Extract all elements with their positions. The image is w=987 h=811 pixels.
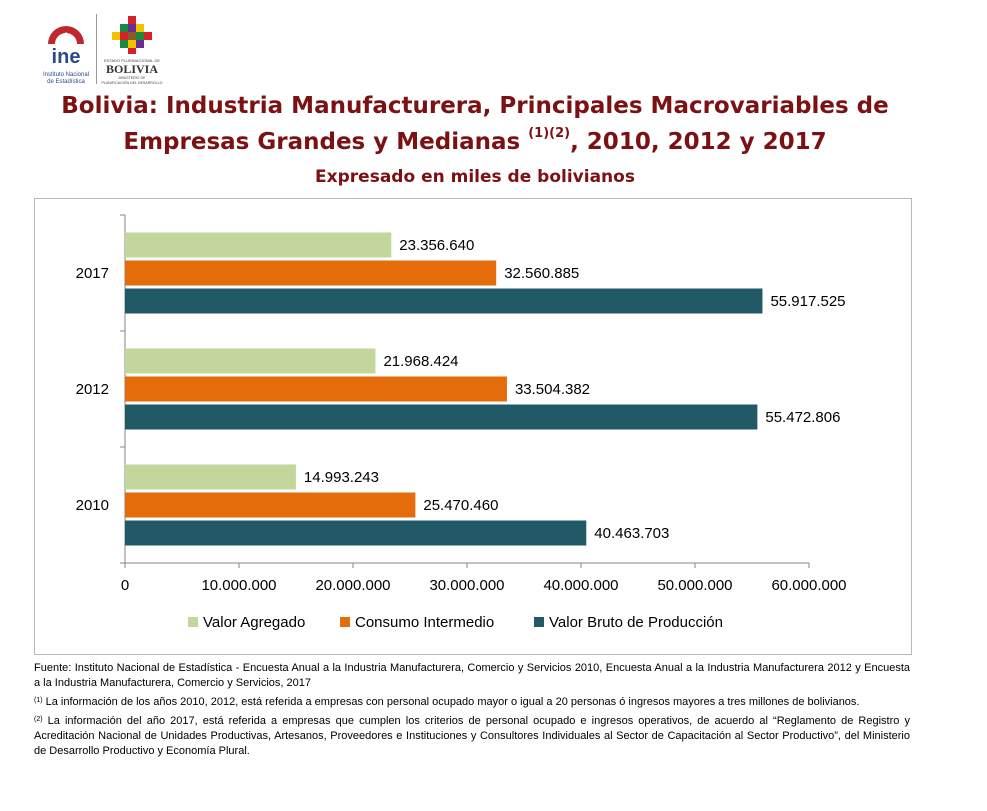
data-label-valor-agregado-2017: 23.356.640: [399, 237, 474, 254]
ine-logo-text: ine: [52, 46, 81, 68]
ine-logo-sub2: de Estadística: [47, 79, 85, 85]
bar-valor-agregado-2017: [125, 232, 392, 258]
legend-swatch-consumo-intermedio: [340, 617, 350, 627]
x-tick-label: 40.000.000: [543, 577, 618, 594]
data-label-consumo-intermedio-2010: 25.470.460: [423, 497, 498, 514]
bolivia-min1-text: MINISTERIO DE: [119, 76, 147, 80]
data-label-consumo-intermedio-2012: 33.504.382: [515, 381, 590, 398]
data-label-consumo-intermedio-2017: 32.560.885: [504, 265, 579, 282]
x-tick-label: 10.000.000: [201, 577, 276, 594]
legend-label-valor-agregado: Valor Agregado: [203, 614, 305, 631]
chart-subtitle: Expresado en miles de bolivianos: [315, 167, 635, 187]
ine-logo-sub1: Instituto Nacional: [43, 72, 89, 78]
bar-chart: 0 10.000.000 20.000.000 30.000.000 40.000.00…: [76, 214, 847, 631]
bolivia-small-text: ESTADO PLURINACIONAL DE: [104, 58, 160, 63]
bolivia-emblem: [112, 16, 152, 54]
x-tick-label: 50.000.000: [657, 577, 732, 594]
ine-logo-triangle: [56, 32, 76, 44]
bar-valor-agregado-2012: [125, 348, 376, 374]
ine-logo-arc: [48, 26, 84, 44]
footnote-1-marker: (1): [34, 697, 43, 704]
x-tick-label: 30.000.000: [429, 577, 504, 594]
data-label-valor-agregado-2010: 14.993.243: [304, 469, 379, 486]
footnotes: Fuente: Instituto Nacional de Estadístic…: [34, 661, 910, 763]
bolivia-logo: ESTADO PLURINACIONAL DE BOLIVIA MINISTER…: [102, 16, 163, 85]
chart-title-years: , 2010, 2012 y 2017: [570, 129, 827, 155]
logo-divider: [96, 14, 97, 84]
legend-swatch-valor-bruto: [534, 617, 544, 627]
chart-title-line2-text: Empresas Grandes y Medianas: [123, 129, 529, 155]
bar-consumo-intermedio-2010: [125, 492, 416, 518]
y-category-label: 2017: [76, 265, 109, 282]
legend-label-consumo-intermedio: Consumo Intermedio: [355, 614, 494, 631]
footnote-1-text: La información de los años 2010, 2012, e…: [42, 696, 860, 708]
x-tick-label: 0: [121, 577, 129, 594]
x-tick-label: 60.000.000: [771, 577, 846, 594]
chart-title-line2: Empresas Grandes y Medianas (1)(2), 2010…: [40, 126, 910, 155]
data-label-valor-bruto-2010: 40.463.703: [594, 525, 669, 542]
legend-swatch-valor-agregado: [188, 617, 198, 627]
footnote-1: (1) La información de los años 2010, 201…: [34, 695, 910, 710]
bar-valor-bruto-2017: [125, 288, 763, 314]
chart-area: 0 10.000.000 20.000.000 30.000.000 40.000.00…: [34, 198, 912, 655]
legend-label-valor-bruto: Valor Bruto de Producción: [549, 614, 723, 631]
footnote-2-text: La información del año 2017, está referi…: [34, 715, 910, 757]
bar-valor-bruto-2010: [125, 520, 587, 546]
bar-consumo-intermedio-2012: [125, 376, 507, 402]
bolivia-min2-text: PLANIFICACIÓN DEL DESARROLLO: [102, 80, 163, 85]
data-label-valor-bruto-2017: 55.917.525: [770, 293, 845, 310]
chart-title-line1: Bolivia: Industria Manufacturera, Princi…: [61, 93, 889, 119]
data-label-valor-agregado-2012: 21.968.424: [383, 353, 458, 370]
ine-logo: ine Instituto Nacional de Estadística: [43, 26, 89, 85]
y-category-label: 2010: [76, 497, 109, 514]
source-note: Fuente: Instituto Nacional de Estadístic…: [34, 662, 910, 689]
bar-valor-bruto-2012: [125, 404, 758, 430]
bar-valor-agregado-2010: [125, 464, 296, 490]
bar-consumo-intermedio-2017: [125, 260, 497, 286]
y-category-label: 2012: [76, 381, 109, 398]
data-label-valor-bruto-2012: 55.472.806: [765, 409, 840, 426]
bolivia-big-text: BOLIVIA: [106, 62, 158, 76]
chart-title-footnote-marker: (1)(2): [528, 126, 571, 141]
footnote-2-marker: (2): [34, 716, 43, 723]
footnote-2: (2) La información del año 2017, está re…: [34, 714, 910, 759]
x-tick-label: 20.000.000: [315, 577, 390, 594]
